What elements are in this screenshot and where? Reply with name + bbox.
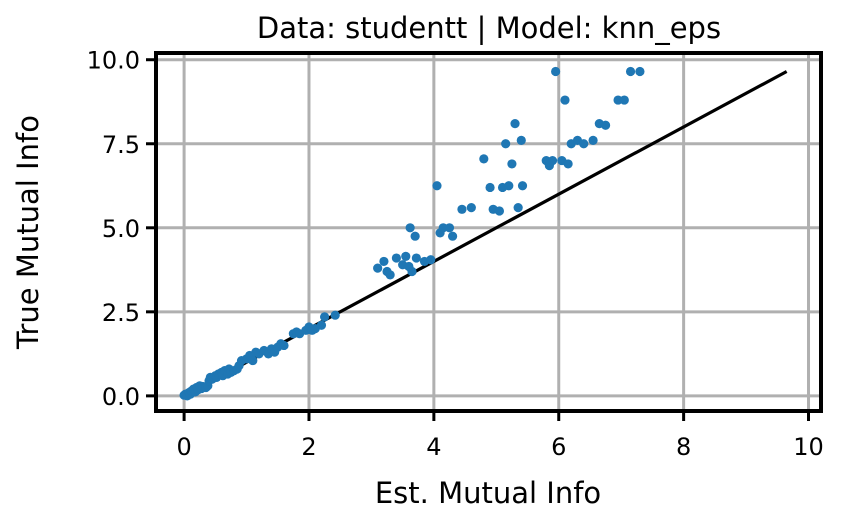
data-point (625, 66, 636, 77)
data-point (407, 266, 417, 277)
data-point (600, 120, 611, 130)
y-tick-label: 0.0 (102, 383, 140, 411)
data-point (485, 182, 495, 193)
data-point (447, 231, 458, 241)
x-tick-label: 8 (676, 433, 691, 461)
data-point (279, 340, 289, 351)
y-tick-label: 2.5 (102, 299, 140, 327)
data-point (405, 223, 415, 233)
data-point (579, 139, 589, 149)
data-point (330, 310, 340, 320)
y-axis-label: True Mutual Info (11, 115, 45, 350)
data-point (379, 256, 389, 267)
data-point (401, 251, 411, 261)
y-tick-label: 5.0 (102, 215, 140, 243)
data-point (563, 159, 573, 169)
data-point (560, 95, 570, 105)
data-point (391, 253, 401, 263)
data-point (457, 204, 467, 214)
data-point (319, 312, 330, 322)
data-point (444, 223, 455, 233)
x-tick-label: 10 (793, 433, 824, 461)
data-point (466, 203, 476, 213)
data-point (385, 270, 395, 280)
x-tick-label: 6 (551, 433, 566, 461)
data-point (517, 181, 528, 191)
data-point (316, 320, 327, 330)
data-point (516, 135, 526, 145)
data-point (426, 255, 436, 265)
data-point (411, 253, 421, 263)
y-tick-label: 10.0 (87, 47, 140, 75)
data-point (513, 203, 523, 213)
x-ticks: 0 2 4 6 8 10 (176, 411, 824, 461)
data-point (494, 206, 505, 216)
y-ticks: 0.0 2.5 5.0 7.5 10.0 (87, 47, 156, 411)
plot-frame (154, 51, 823, 413)
data-point (501, 139, 511, 149)
data-point (547, 155, 558, 166)
data-point (248, 355, 258, 366)
data-point (635, 66, 645, 77)
data-point (504, 181, 514, 191)
data-point (432, 181, 442, 191)
chart-title: Data: studentt | Model: knn_eps (257, 11, 721, 45)
data-point (507, 159, 517, 169)
data-point (410, 231, 420, 241)
x-tick-label: 2 (301, 433, 316, 461)
x-tick-label: 0 (176, 433, 191, 461)
data-point (588, 135, 598, 145)
data-point (510, 118, 520, 129)
x-tick-label: 4 (426, 433, 441, 461)
data-point (619, 95, 629, 105)
x-axis-label: Est. Mutual Info (375, 476, 601, 510)
data-point (479, 154, 489, 164)
data-point (551, 66, 561, 77)
data-points (179, 66, 645, 401)
y-tick-label: 7.5 (102, 131, 140, 159)
data-point (373, 263, 383, 273)
grid-lines (156, 53, 821, 411)
